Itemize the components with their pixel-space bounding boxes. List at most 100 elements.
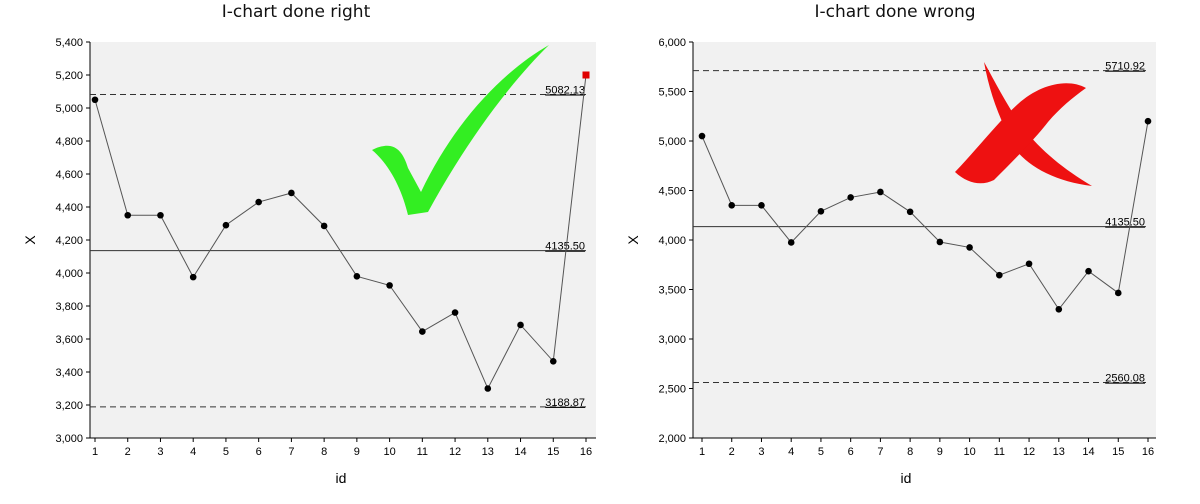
reference-line-label: 5710.92 — [1105, 61, 1145, 73]
y-tick-label: 3,000 — [658, 334, 686, 346]
y-tick-label: 4,800 — [55, 136, 83, 148]
x-tick-label: 13 — [1053, 446, 1065, 458]
y-tick-label: 5,500 — [658, 87, 686, 99]
reference-line-label: 4135.50 — [1105, 217, 1145, 229]
y-tick-label: 4,600 — [55, 169, 83, 181]
data-point — [484, 385, 492, 392]
x-tick-label: 10 — [963, 446, 975, 458]
y-tick-label: 3,000 — [55, 433, 83, 445]
x-tick-label: 15 — [547, 446, 559, 458]
y-tick-label: 5,200 — [55, 70, 83, 82]
x-tick-label: 3 — [157, 446, 163, 458]
data-point — [906, 208, 914, 216]
data-point — [386, 282, 393, 289]
x-tick-label: 15 — [1112, 446, 1124, 458]
data-point — [419, 328, 426, 335]
x-tick-label: 8 — [321, 446, 327, 458]
x-tick-label: 7 — [877, 446, 883, 458]
data-point — [353, 273, 361, 280]
x-tick-label: 16 — [580, 446, 592, 458]
data-point — [698, 132, 706, 140]
x-axis-label: id — [901, 470, 912, 486]
y-tick-label: 4,000 — [55, 268, 83, 280]
data-point — [288, 189, 295, 197]
chart-2: I-chart done wrong 2,000 2,500 3,000 3,500 4,… — [625, 2, 1156, 486]
data-point — [1055, 306, 1063, 313]
y-tick-label: 5,400 — [55, 37, 83, 49]
y-tick-label: 4,000 — [658, 235, 686, 247]
data-point — [517, 321, 524, 329]
data-point — [936, 238, 944, 246]
x-tick-label: 7 — [288, 446, 294, 458]
data-point — [549, 357, 557, 365]
data-point — [1025, 260, 1033, 268]
data-point — [157, 211, 164, 219]
y-tick-label: 3,500 — [658, 285, 686, 297]
y-tick-label: 2,000 — [658, 433, 686, 445]
data-point — [124, 211, 132, 219]
x-axis-label: id — [336, 470, 347, 486]
x-tick-label: 9 — [354, 446, 360, 458]
y-tick-label: 3,800 — [55, 301, 83, 313]
reference-line-label: 3188.87 — [545, 397, 585, 409]
checkmark-icon — [372, 45, 549, 215]
data-point — [996, 271, 1003, 279]
y-tick-label: 4,500 — [658, 186, 686, 198]
data-point — [255, 198, 262, 206]
x-tick-label: 6 — [256, 446, 262, 458]
data-point — [847, 194, 854, 201]
x-tick-label: 2 — [125, 446, 131, 458]
cross-stroke — [955, 83, 1086, 184]
x-tick-label: 14 — [1082, 446, 1094, 458]
y-tick-label: 3,600 — [55, 334, 83, 346]
series-line — [94, 74, 587, 390]
data-point — [222, 221, 230, 229]
y-tick-label: 5,000 — [55, 103, 83, 115]
series-line — [701, 121, 1149, 311]
data-point — [787, 239, 795, 246]
x-tick-label: 2 — [729, 446, 735, 458]
x-tick-label: 14 — [514, 446, 526, 458]
y-axis-label: X — [22, 235, 38, 245]
data-point — [451, 309, 459, 316]
data-point — [758, 202, 765, 209]
x-tick-label: 4 — [788, 446, 794, 458]
x-tick-label: 16 — [1142, 446, 1154, 458]
out-of-control-point — [582, 71, 590, 79]
reference-line-label: 4135.50 — [545, 241, 585, 253]
y-tick-label: 4,400 — [55, 202, 83, 214]
y-tick-label: 6,000 — [658, 37, 686, 49]
plot-area — [90, 42, 596, 438]
cross-mark-icon — [955, 62, 1092, 186]
x-tick-label: 9 — [937, 446, 943, 458]
data-point — [728, 202, 736, 209]
data-point — [817, 207, 825, 215]
y-tick-label: 3,200 — [55, 400, 83, 412]
x-tick-label: 10 — [383, 446, 395, 458]
x-tick-label: 12 — [1023, 446, 1035, 458]
chart-1: I-chart done right 3,000 3,200 3,400 3,600 3,… — [22, 2, 596, 486]
x-tick-label: 13 — [482, 446, 494, 458]
data-point — [1114, 289, 1122, 297]
data-point — [91, 96, 99, 104]
reference-line-label: 5082.13 — [545, 84, 585, 96]
x-tick-label: 5 — [818, 446, 824, 458]
data-point — [877, 188, 884, 196]
data-point — [1144, 117, 1152, 125]
data-point — [189, 273, 197, 281]
x-tick-label: 11 — [417, 446, 428, 458]
x-tick-label: 3 — [758, 446, 764, 458]
x-tick-label: 1 — [92, 446, 98, 458]
x-tick-label: 6 — [848, 446, 854, 458]
plot-area — [693, 42, 1156, 438]
reference-line-label: 2560.08 — [1105, 373, 1145, 385]
x-tick-label: 1 — [699, 446, 705, 458]
y-tick-label: 3,400 — [55, 367, 83, 379]
data-point — [966, 244, 973, 251]
chart-title: I-chart done wrong — [814, 2, 975, 22]
y-tick-label: 2,500 — [658, 384, 686, 396]
y-tick-label: 4,200 — [55, 235, 83, 247]
y-tick-label: 5,000 — [658, 136, 686, 148]
chart-title: I-chart done right — [222, 2, 371, 22]
